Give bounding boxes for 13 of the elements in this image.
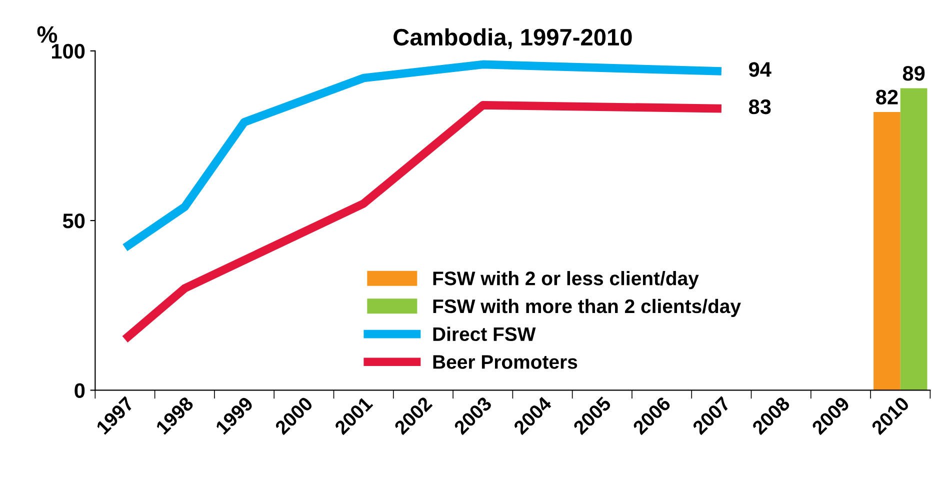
- chart-title: Cambodia, 1997-2010: [394, 28, 632, 49]
- data-label: 94: [749, 62, 772, 77]
- y-tick-label: 100: [52, 44, 85, 59]
- y-axis-title: %: [37, 26, 58, 43]
- data-label: 89: [902, 66, 925, 81]
- legend-label: Direct FSW: [433, 326, 536, 342]
- data-label: 82: [876, 90, 898, 104]
- legend-label: Beer Promoters: [433, 355, 578, 369]
- data-label: 83: [748, 99, 771, 114]
- y-tick-label: 50: [62, 214, 85, 228]
- legend-label: FSW with more than 2 clients/day: [433, 298, 741, 318]
- y-tick-label: 0: [74, 383, 85, 398]
- legend-label: FSW with 2 or less client/day: [433, 271, 699, 290]
